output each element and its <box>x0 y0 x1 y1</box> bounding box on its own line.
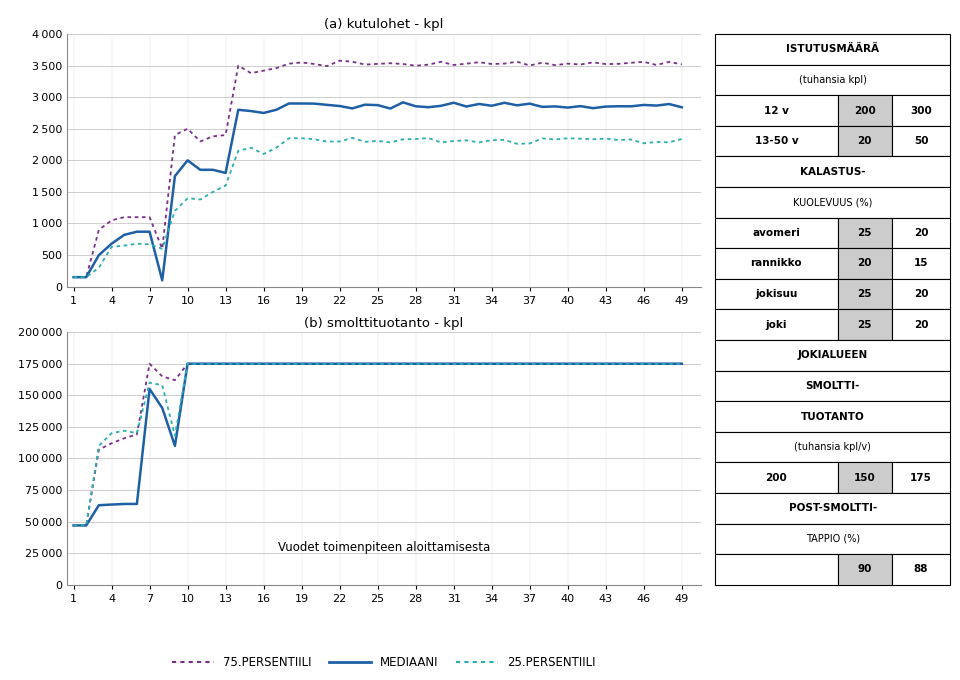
Bar <box>715 401 950 432</box>
Text: (tuhansia kpl): (tuhansia kpl) <box>799 75 867 85</box>
Text: 150: 150 <box>853 473 876 483</box>
Text: joki: joki <box>766 320 787 330</box>
Bar <box>715 493 950 524</box>
Text: 200: 200 <box>853 105 876 116</box>
Bar <box>715 218 837 248</box>
Text: 13-50 v: 13-50 v <box>755 136 798 146</box>
Text: 15: 15 <box>914 258 928 269</box>
Text: TUOTANTO: TUOTANTO <box>801 411 865 422</box>
Text: POST-SMOLTTI-: POST-SMOLTTI- <box>789 503 876 513</box>
Text: 50: 50 <box>914 136 928 146</box>
Text: Vuodet toimenpiteen aloittamisesta: Vuodet toimenpiteen aloittamisesta <box>277 541 491 554</box>
Bar <box>837 309 892 340</box>
Bar <box>837 554 892 585</box>
Bar <box>892 554 950 585</box>
Text: 25: 25 <box>857 228 872 238</box>
Bar <box>715 95 837 126</box>
Text: avomeri: avomeri <box>753 228 801 238</box>
Bar <box>715 34 950 65</box>
Bar <box>715 371 950 401</box>
Text: (tuhansia kpl/v): (tuhansia kpl/v) <box>794 442 872 452</box>
Bar <box>715 524 950 554</box>
Bar <box>715 65 950 95</box>
Text: 200: 200 <box>765 473 787 483</box>
Bar <box>715 156 950 187</box>
Text: ISTUTUSMÄÄRÄ: ISTUTUSMÄÄRÄ <box>786 44 879 54</box>
Bar <box>837 218 892 248</box>
Legend: 75.PERSENTIILI, MEDIAANI, 25.PERSENTIILI: 75.PERSENTIILI, MEDIAANI, 25.PERSENTIILI <box>168 651 600 674</box>
Bar <box>715 126 837 156</box>
Title: (b) smolttituotanto - kpl: (b) smolttituotanto - kpl <box>304 317 464 330</box>
Text: KUOLEVUUS (%): KUOLEVUUS (%) <box>793 197 873 207</box>
Bar <box>892 95 950 126</box>
Text: 300: 300 <box>910 105 932 116</box>
Text: jokisuu: jokisuu <box>756 289 798 299</box>
Text: 90: 90 <box>857 564 872 575</box>
Bar <box>837 126 892 156</box>
Text: 20: 20 <box>914 289 928 299</box>
Text: KALASTUS-: KALASTUS- <box>800 167 866 177</box>
Bar <box>837 248 892 279</box>
Text: SMOLTTI-: SMOLTTI- <box>805 381 860 391</box>
Text: 25: 25 <box>857 289 872 299</box>
Text: rannikko: rannikko <box>751 258 803 269</box>
Text: 20: 20 <box>914 228 928 238</box>
Text: 20: 20 <box>857 258 872 269</box>
Bar <box>837 462 892 493</box>
Bar <box>715 462 837 493</box>
Text: 88: 88 <box>914 564 928 575</box>
Text: 12 v: 12 v <box>764 105 789 116</box>
Bar <box>892 126 950 156</box>
Text: 20: 20 <box>914 320 928 330</box>
Bar <box>892 248 950 279</box>
Text: 20: 20 <box>857 136 872 146</box>
Bar <box>892 309 950 340</box>
Text: 25: 25 <box>857 320 872 330</box>
Bar <box>715 248 837 279</box>
Bar <box>892 462 950 493</box>
Bar <box>715 340 950 371</box>
Bar <box>715 309 837 340</box>
Title: (a) kutulohet - kpl: (a) kutulohet - kpl <box>324 18 444 31</box>
Bar <box>715 279 837 309</box>
Text: 175: 175 <box>910 473 932 483</box>
Bar <box>715 554 837 585</box>
Bar <box>837 95 892 126</box>
Bar <box>715 187 950 218</box>
Bar <box>892 279 950 309</box>
Bar <box>892 218 950 248</box>
Bar <box>715 432 950 462</box>
Text: TAPPIO (%): TAPPIO (%) <box>805 534 860 544</box>
Text: JOKIALUEEN: JOKIALUEEN <box>798 350 868 360</box>
Bar <box>837 279 892 309</box>
